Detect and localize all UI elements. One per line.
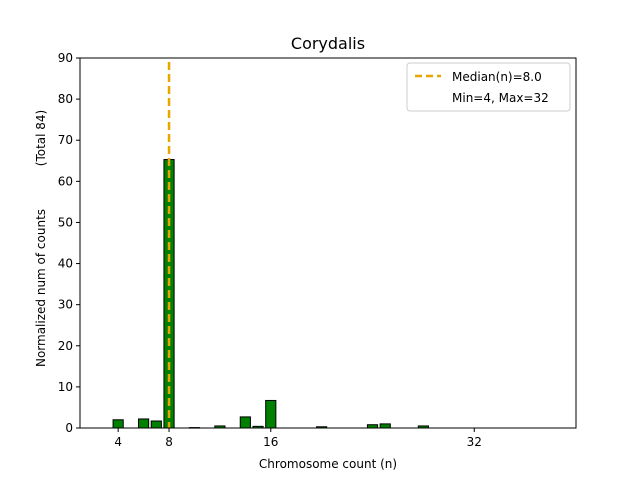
- bar-n-16: [265, 399, 277, 429]
- legend-minmax-label: Min=4, Max=32: [452, 91, 549, 105]
- bar-n-7: [150, 420, 162, 429]
- y-tick-label: 20: [58, 339, 73, 353]
- y-tick-label: 40: [58, 257, 73, 271]
- y-tick-label: 10: [58, 380, 73, 394]
- y-tick-label: 70: [58, 133, 73, 147]
- y-axis-ticks: 0 10 20 30 40 50 60 70 80 90: [58, 51, 80, 435]
- legend-median-label: Median(n)=8.0: [452, 70, 542, 84]
- chart-title: Corydalis: [291, 34, 365, 53]
- x-tick-label: 4: [114, 435, 122, 449]
- x-tick-label: 32: [467, 435, 482, 449]
- bar-n-4: [112, 419, 124, 429]
- y-axis-label: Normalized num of counts: [34, 209, 48, 367]
- plot-frame: [79, 57, 577, 429]
- y-axis-label-total: (Total 84): [34, 110, 48, 166]
- y-tick-label: 30: [58, 298, 73, 312]
- bar-n-14: [239, 416, 251, 429]
- x-tick-label: 8: [165, 435, 173, 449]
- x-axis-label: Chromosome count (n): [259, 457, 397, 471]
- legend: Median(n)=8.0 Min=4, Max=32: [406, 62, 571, 112]
- x-tick-label: 16: [263, 435, 278, 449]
- legend-box: [406, 62, 571, 112]
- y-tick-label: 90: [58, 51, 73, 65]
- bar-n-6: [138, 418, 150, 429]
- bars-group: [112, 159, 429, 429]
- y-tick-label: 0: [65, 421, 73, 435]
- y-tick-label: 60: [58, 174, 73, 188]
- y-tick-label: 50: [58, 215, 73, 229]
- bar-n-25: [379, 423, 391, 429]
- x-axis-ticks: 4 8 16 32: [114, 428, 482, 449]
- y-tick-label: 80: [58, 92, 73, 106]
